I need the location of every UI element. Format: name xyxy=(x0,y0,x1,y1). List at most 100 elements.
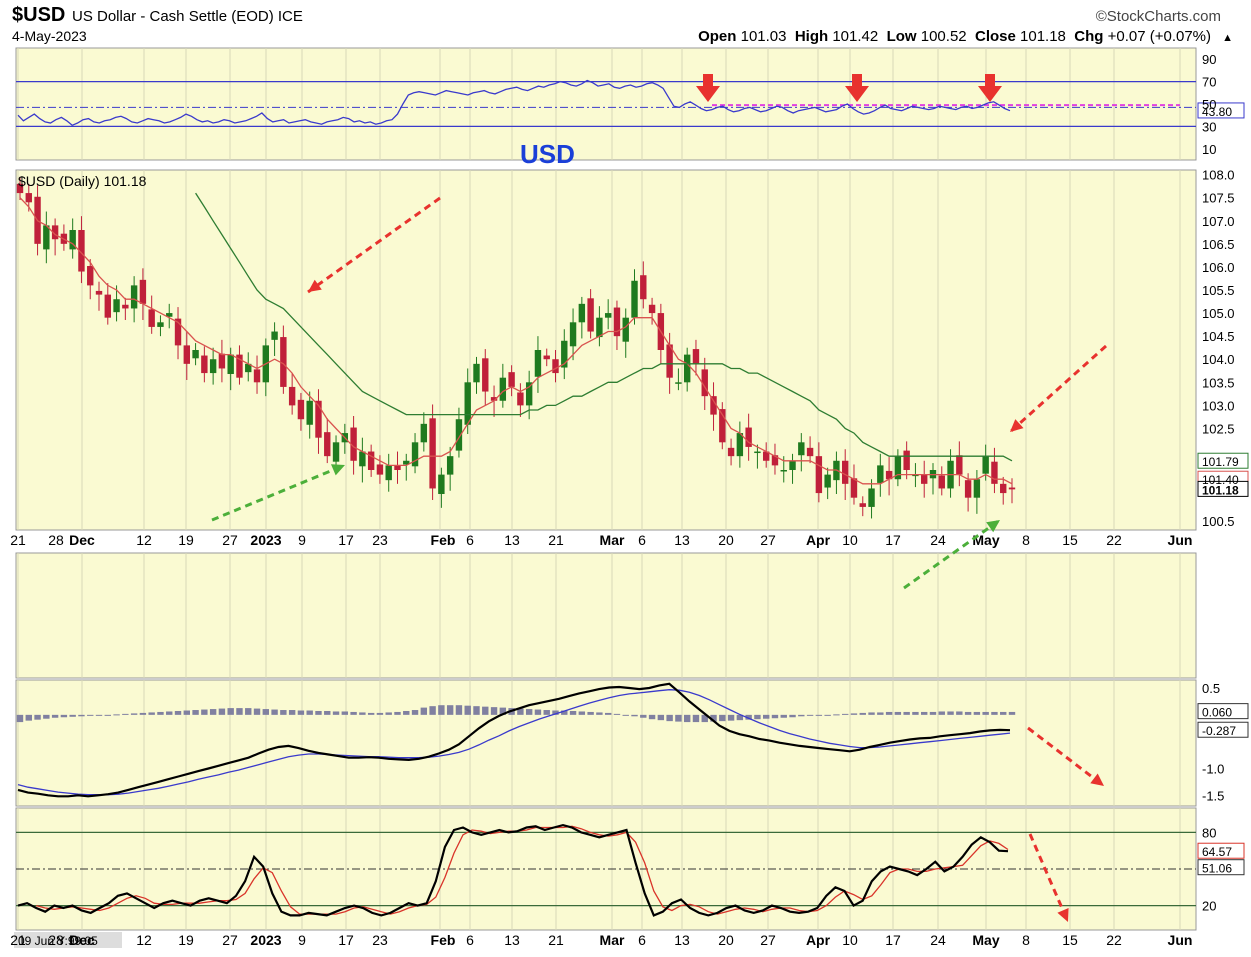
candle-body xyxy=(315,400,322,438)
x-axis-label: 21 xyxy=(548,932,564,948)
stoch-tag-label: 64.57 xyxy=(1202,845,1232,859)
candle-body xyxy=(69,230,76,250)
candle-body xyxy=(508,372,515,387)
candle-body xyxy=(912,474,919,477)
macd-histogram-bar xyxy=(745,714,752,720)
candle-body xyxy=(613,307,621,337)
x-axis-label: 6 xyxy=(638,932,646,948)
macd-histogram-bar xyxy=(446,705,454,715)
candle-body xyxy=(894,456,902,480)
candle-body xyxy=(87,266,94,286)
macd-histogram-bar xyxy=(113,714,120,716)
x-axis-label: 6 xyxy=(466,532,474,548)
bottom-readout-box xyxy=(14,932,122,948)
candle-body xyxy=(859,503,866,507)
candle-body xyxy=(525,382,533,406)
x-axis-label: 24 xyxy=(930,932,946,948)
macd-histogram-bar xyxy=(806,714,814,716)
macd-histogram-bar xyxy=(411,710,419,715)
macd-tag xyxy=(1197,721,1249,738)
candle-body xyxy=(122,304,129,309)
chg-value: +0.07 (+0.07%) xyxy=(1107,28,1211,45)
candle-body xyxy=(1008,487,1016,490)
macd-histogram-bar xyxy=(824,714,831,716)
price-tag-label: 101.18 xyxy=(1202,483,1239,497)
candle-body xyxy=(604,313,612,318)
panel-rsi xyxy=(15,47,1197,161)
candle-body xyxy=(640,275,647,300)
x-axis-label: 8 xyxy=(1022,932,1030,948)
x-axis-label: 17 xyxy=(885,932,901,948)
macd-histogram-bar xyxy=(736,714,744,721)
x-axis-label: 27 xyxy=(760,532,776,548)
price-tick-label: 103.5 xyxy=(1202,375,1235,390)
x-axis-label: 2023 xyxy=(250,932,281,948)
macd-tag-label: -0.287 xyxy=(1202,724,1236,738)
macd-histogram-bar xyxy=(543,710,550,715)
candle-body xyxy=(104,294,111,318)
x-axis-label: 2023 xyxy=(250,532,281,548)
red-arrow xyxy=(1027,726,1105,788)
macd-histogram-bar xyxy=(912,711,919,715)
x-axis-label: 20 xyxy=(718,532,734,548)
macd-histogram-bar xyxy=(25,714,32,721)
macd-histogram-bar xyxy=(473,706,480,715)
x-axis-label: 15 xyxy=(1062,532,1078,548)
candle-body xyxy=(727,447,735,457)
candle-body xyxy=(51,225,59,240)
x-axis-label: 13 xyxy=(674,932,690,948)
candle-body xyxy=(464,382,471,425)
candle-body xyxy=(192,350,199,359)
macd-histogram-bar xyxy=(991,711,998,715)
macd-histogram-bar xyxy=(719,714,726,722)
candle-body xyxy=(842,460,849,484)
macd-histogram-bar xyxy=(701,714,708,723)
x-axis-label: 28 xyxy=(48,532,64,548)
price-tick-label: 102.5 xyxy=(1202,421,1235,436)
macd-histogram-bar xyxy=(982,711,989,715)
macd-histogram-bar xyxy=(157,711,164,715)
candle-body xyxy=(218,353,226,369)
price-tick-label: 105.5 xyxy=(1202,283,1235,298)
usd-label: USD xyxy=(520,139,575,169)
x-axis-label: 17 xyxy=(338,532,354,548)
stoch-k-line xyxy=(17,823,1009,917)
macd-histogram-bar xyxy=(956,711,963,715)
red-arrow-head xyxy=(308,279,322,292)
candle-body xyxy=(622,317,629,342)
rsi-tick-label: 70 xyxy=(1202,75,1216,90)
brand-label[interactable]: ©StockCharts.com xyxy=(1095,8,1221,25)
macd-tag-label: 0.060 xyxy=(1202,706,1232,720)
red-down-arrow-stem xyxy=(703,74,713,86)
macd-histogram-bar xyxy=(403,710,410,715)
macd-histogram-bar xyxy=(921,711,928,715)
macd-histogram-bar xyxy=(130,713,138,715)
macd-histogram-bar xyxy=(517,708,524,715)
macd-histogram-bar xyxy=(833,714,840,716)
macd-histogram-bar xyxy=(754,714,761,720)
rsi-tick-label: 30 xyxy=(1202,119,1216,134)
macd-histogram-bar xyxy=(780,714,787,718)
rsi-value-label: 43.80 xyxy=(1202,105,1232,119)
macd-histogram-bar xyxy=(95,714,103,716)
candle-body xyxy=(552,359,559,374)
candle-body xyxy=(403,460,410,465)
candle-body xyxy=(824,474,831,488)
macd-histogram-bar xyxy=(789,714,796,718)
red-arrow-head xyxy=(1010,419,1024,432)
description-text: US Dollar - Cash Settle (EOD) xyxy=(72,8,274,25)
candle-body xyxy=(850,478,858,498)
candle-body xyxy=(903,450,910,470)
macd-histogram-bar xyxy=(587,711,594,715)
macd-histogram-bar xyxy=(894,711,902,715)
chg-label: Chg xyxy=(1074,28,1104,45)
triangle-down-icon[interactable]: ▲ xyxy=(1222,32,1233,44)
x-axis-label: 27 xyxy=(760,932,776,948)
candle-body xyxy=(324,432,331,457)
candle-body xyxy=(780,470,787,472)
candle-body xyxy=(236,354,243,378)
candle-body xyxy=(490,397,498,401)
x-axis-label: 22 xyxy=(1106,932,1122,948)
candle-body xyxy=(455,419,463,451)
price-tick-label: 105.0 xyxy=(1202,306,1235,321)
